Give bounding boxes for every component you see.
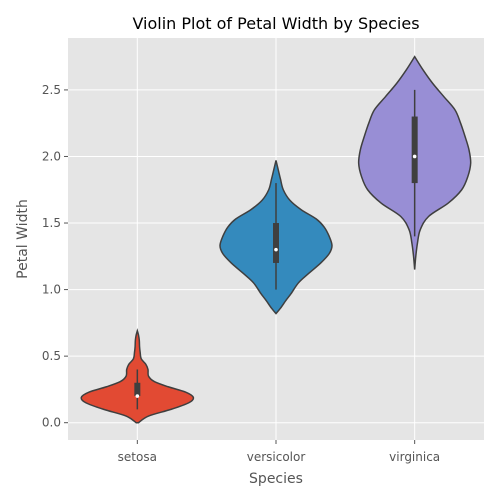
iqr-box-versicolor [273,223,279,263]
chart-title: Violin Plot of Petal Width by Species [132,14,419,33]
violins [80,55,472,424]
median-point-versicolor [274,247,278,252]
y-tick-label: 2.5 [42,83,61,97]
x-tick-label-setosa: setosa [118,450,157,464]
y-tick-label: 1.0 [42,283,61,297]
iqr-box-setosa [134,382,141,397]
y-tick-label: 2.0 [42,149,61,163]
y-axis-label: Petal Width [15,199,31,279]
iqr-box-virginica [411,116,418,184]
x-tick-label-versicolor: versicolor [247,450,306,464]
y-axis-ticks: 0.0 0.5 1.0 1.5 2.0 2.5 [42,83,68,430]
y-tick-label: 1.5 [42,216,61,230]
y-tick-label: 0.0 [42,416,61,430]
x-axis-ticks: setosa versicolor virginica [118,440,440,464]
y-tick-label: 0.5 [42,349,61,363]
x-axis-label: Species [249,471,303,487]
median-point-setosa [135,394,140,398]
x-tick-label-virginica: virginica [389,450,440,464]
median-point-virginica [412,154,417,159]
